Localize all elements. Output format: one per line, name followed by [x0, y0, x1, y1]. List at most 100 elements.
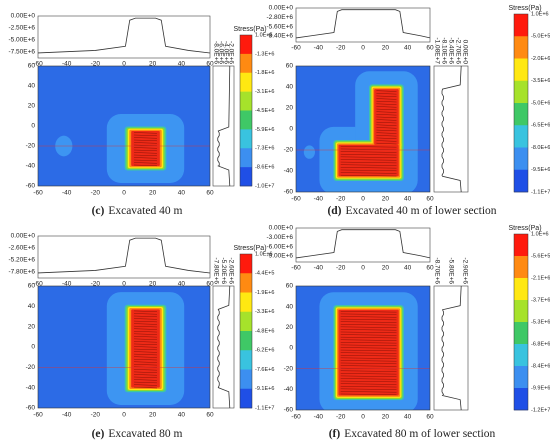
crack-line [340, 393, 397, 396]
crack-line [340, 391, 397, 393]
x-tick-label: 40 [178, 412, 186, 419]
x-tick-label: -20 [91, 190, 101, 197]
crack-line [340, 316, 397, 318]
crack-line [134, 149, 157, 152]
crack-line [376, 119, 397, 121]
colorbar-band [240, 72, 252, 92]
colorbar-band [514, 344, 528, 367]
crack-line [376, 106, 397, 108]
x-tick-label: 60 [206, 190, 214, 197]
contour-frame [37, 285, 211, 409]
crack-line [340, 385, 397, 388]
colorbar-label: -3.3E+6 [255, 309, 274, 315]
crack-line [134, 154, 157, 157]
x-tick-label: 20 [149, 190, 157, 197]
profile-x-label: -40 [62, 281, 72, 288]
contour-frame [295, 285, 431, 411]
colorbar-label: -4.5E+6 [255, 108, 274, 114]
profile-x-label: 40 [404, 265, 412, 272]
crack-line [376, 127, 397, 129]
profile-y-label: 0.00E+0 [11, 233, 36, 240]
colorbar-band [240, 273, 252, 293]
y-tick-label: 20 [28, 103, 36, 110]
crack-line [134, 132, 157, 134]
crack-line [134, 358, 157, 361]
y-tick-label: 60 [28, 63, 36, 70]
stress-profile [295, 9, 431, 39]
colorbar-label: -5.3E+6 [531, 319, 550, 325]
crack-line [340, 380, 397, 383]
crack-line [134, 351, 157, 353]
colorbar-band [514, 278, 528, 301]
side-profile-label: -8.0E+6 [212, 41, 219, 64]
crack-line [376, 114, 397, 116]
profile-x-label: 40 [178, 281, 186, 288]
crack-line [376, 95, 397, 98]
profile-y-label: -2.50E+6 [8, 25, 35, 32]
crack-line [340, 342, 397, 344]
profile-x-label: 0 [361, 265, 365, 272]
y-tick-label: 40 [286, 303, 294, 310]
crack-line [134, 330, 157, 333]
crack-line [134, 313, 157, 315]
colorbar-band [240, 311, 252, 332]
crack-line [340, 151, 397, 153]
contour-frame [295, 65, 431, 193]
colorbar-band [514, 234, 528, 257]
y-tick-label: 0 [289, 345, 293, 352]
crack-line [376, 90, 397, 92]
crack-line [134, 386, 157, 389]
x-tick-label: -20 [91, 412, 101, 419]
crack-line [376, 98, 397, 100]
colorbar-label: -1.3E+6 [255, 51, 274, 57]
y-tick-label: 60 [28, 283, 36, 290]
colorbar-band [514, 256, 528, 279]
crack-line [134, 134, 157, 137]
colorbar-label: 1.0E+5 [255, 32, 273, 38]
colorbar-band [240, 35, 252, 55]
crack-line [340, 360, 397, 362]
colorbar-band [514, 36, 528, 59]
crack-line [340, 373, 397, 375]
colorbar-label: 1.0E+6 [255, 251, 273, 257]
colorbar-band [240, 53, 252, 74]
colorbar-band [514, 169, 528, 193]
crack-line [340, 156, 397, 158]
profile-x-label: 0 [361, 45, 365, 52]
colorbar-label: -1.9E+6 [255, 290, 274, 296]
profile-y-label: -9.00E+6 [266, 253, 293, 260]
crack-line [376, 116, 397, 119]
y-tick-label: 40 [28, 303, 36, 310]
crack-line [134, 369, 157, 371]
contour [296, 66, 430, 192]
side-profile-label: -2.70E+6 [454, 37, 461, 64]
colorbar-label: 1.0E+6 [531, 231, 549, 237]
y-tick-label: -20 [26, 364, 36, 371]
colorbar-band [240, 331, 252, 351]
crack-line [340, 357, 397, 359]
profile-y-label: -2.60E+6 [8, 245, 35, 252]
profile-x-label: -20 [91, 281, 101, 288]
colorbar-band [240, 148, 252, 168]
profile-y-label: -5.60E+6 [266, 23, 293, 30]
x-tick-label: 40 [404, 414, 412, 421]
caption: (f) Excavated 80 m of lower section [329, 428, 496, 440]
y-tick-label: 40 [28, 83, 36, 90]
crack-line [340, 148, 397, 151]
crack-line [376, 132, 397, 134]
profile-y-label: 0.00E+0 [269, 5, 294, 12]
colorbar-label: -8.6E+6 [255, 165, 274, 171]
crack-line [340, 169, 397, 172]
crack-line [134, 333, 157, 335]
contour-band [338, 144, 399, 177]
crack-line [134, 348, 157, 351]
x-tick-label: 40 [178, 190, 186, 197]
contour [296, 286, 430, 410]
colorbar-band [240, 350, 252, 370]
crack-line [134, 341, 157, 343]
crack-line [340, 174, 397, 177]
side-profile-frame [212, 285, 235, 409]
y-tick-label: -60 [284, 407, 294, 414]
colorbar-band [514, 147, 528, 171]
side-profile-label: -1.08E+7 [433, 37, 440, 64]
